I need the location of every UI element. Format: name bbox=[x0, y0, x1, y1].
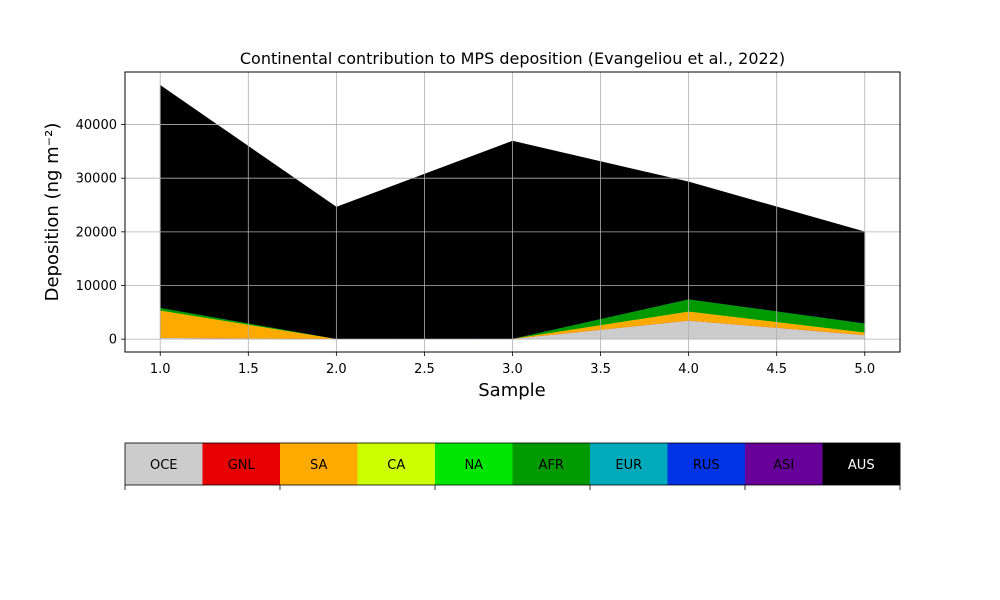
legend-label-sa: SA bbox=[310, 458, 327, 473]
legend-frame bbox=[124, 442, 901, 486]
grid-lines bbox=[125, 72, 900, 352]
x-tick-label: 2.5 bbox=[414, 362, 435, 377]
legend-swatch-asi bbox=[745, 443, 823, 485]
x-tick-label: 2.0 bbox=[326, 362, 347, 377]
legend-swatch-rus bbox=[667, 443, 746, 485]
x-tick-label: 4.5 bbox=[766, 362, 787, 377]
legend-swatch-na bbox=[435, 443, 513, 485]
plot-area: 1.0 1.5 2.0 2.5 3.0 3.5 4.0 4.5 5.0 0 10000 20000 3… bbox=[76, 71, 901, 377]
y-axis-label: Deposition (ng m⁻²) bbox=[42, 123, 63, 302]
legend-label-aus: AUS bbox=[848, 458, 875, 473]
legend-label-asi: ASI bbox=[773, 458, 794, 473]
x-tick-label: 5.0 bbox=[854, 362, 875, 377]
y-axis-ticks: 0 10000 20000 30000 40000 bbox=[76, 118, 125, 348]
x-tick-label: 4.0 bbox=[678, 362, 699, 377]
y-tick-label: 20000 bbox=[76, 225, 117, 240]
y-tick-label: 30000 bbox=[76, 172, 117, 187]
y-tick-label: 40000 bbox=[76, 118, 117, 133]
x-tick-label: 3.0 bbox=[502, 362, 523, 377]
legend-label-afr: AFR bbox=[539, 458, 564, 473]
legend-swatch-aus bbox=[822, 443, 901, 485]
x-axis-ticks: 1.0 1.5 2.0 2.5 3.0 3.5 4.0 4.5 5.0 bbox=[150, 352, 875, 377]
legend-label-eur: EUR bbox=[615, 458, 642, 473]
legend-swatch-sa bbox=[280, 443, 358, 485]
legend-colorbar: OCE GNL SA CA NA AFR EUR RUS ASI AUS bbox=[124, 442, 901, 490]
y-tick-label: 10000 bbox=[76, 279, 117, 294]
legend-swatch-eur bbox=[590, 443, 668, 485]
x-tick-label: 1.5 bbox=[238, 362, 259, 377]
x-tick-label: 3.5 bbox=[590, 362, 611, 377]
x-tick-label: 1.0 bbox=[150, 362, 171, 377]
legend-swatch-oce bbox=[125, 443, 203, 485]
legend-swatch-afr bbox=[512, 443, 591, 485]
legend-label-rus: RUS bbox=[693, 458, 720, 473]
legend-label-na: NA bbox=[464, 458, 483, 473]
legend-label-ca: CA bbox=[387, 458, 405, 473]
legend-label-oce: OCE bbox=[150, 458, 178, 473]
legend-swatch-ca bbox=[357, 443, 436, 485]
legend-swatch-gnl bbox=[202, 443, 281, 485]
y-tick-label: 0 bbox=[109, 333, 117, 348]
chart-title: Continental contribution to MPS depositi… bbox=[240, 49, 785, 68]
legend-label-gnl: GNL bbox=[228, 458, 256, 473]
x-axis-label: Sample bbox=[478, 380, 546, 401]
